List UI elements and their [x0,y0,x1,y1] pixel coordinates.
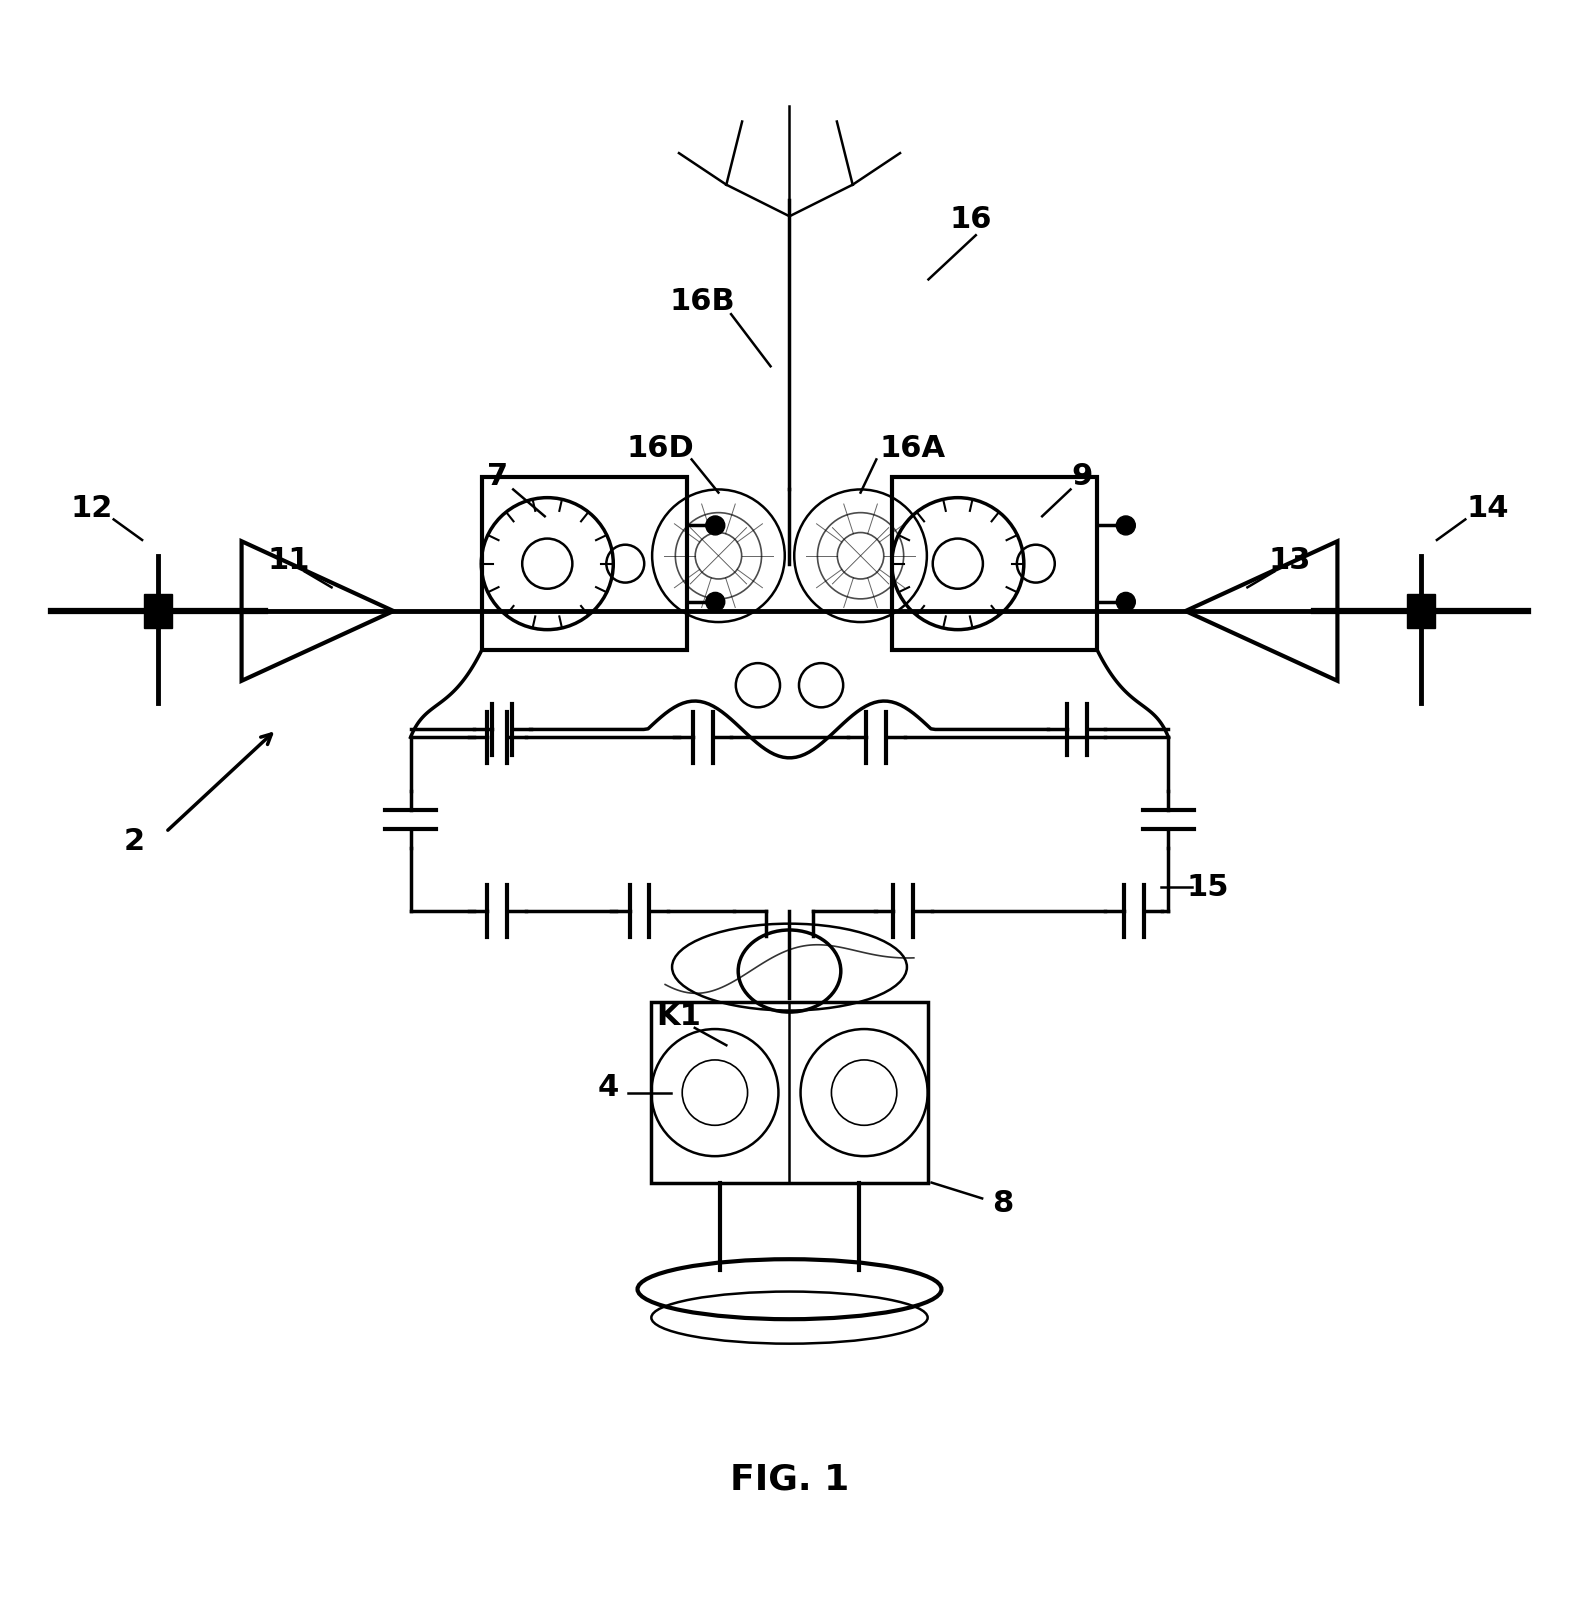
Circle shape [1116,516,1135,535]
Bar [1407,594,1435,628]
Text: 7: 7 [486,463,508,492]
Text: 15: 15 [1187,873,1228,901]
Text: 4: 4 [597,1073,619,1103]
Bar [892,477,1097,650]
Text: 16: 16 [951,205,992,234]
Text: 12: 12 [71,493,112,524]
Text: 16D: 16D [627,434,693,463]
Text: 2: 2 [123,828,145,857]
Text: 11: 11 [268,546,309,575]
Circle shape [1116,592,1135,612]
Bar [482,477,687,650]
Text: 16A: 16A [880,434,946,463]
Bar [651,1002,927,1183]
Bar [144,594,172,628]
Text: K1: K1 [657,1002,701,1031]
Text: 13: 13 [1270,546,1311,575]
Text: FIG. 1: FIG. 1 [729,1462,850,1497]
Text: 8: 8 [992,1188,1014,1218]
Circle shape [706,516,725,535]
Text: 14: 14 [1467,493,1508,524]
Circle shape [706,592,725,612]
Text: 16B: 16B [669,287,736,315]
Text: 9: 9 [1071,463,1093,492]
